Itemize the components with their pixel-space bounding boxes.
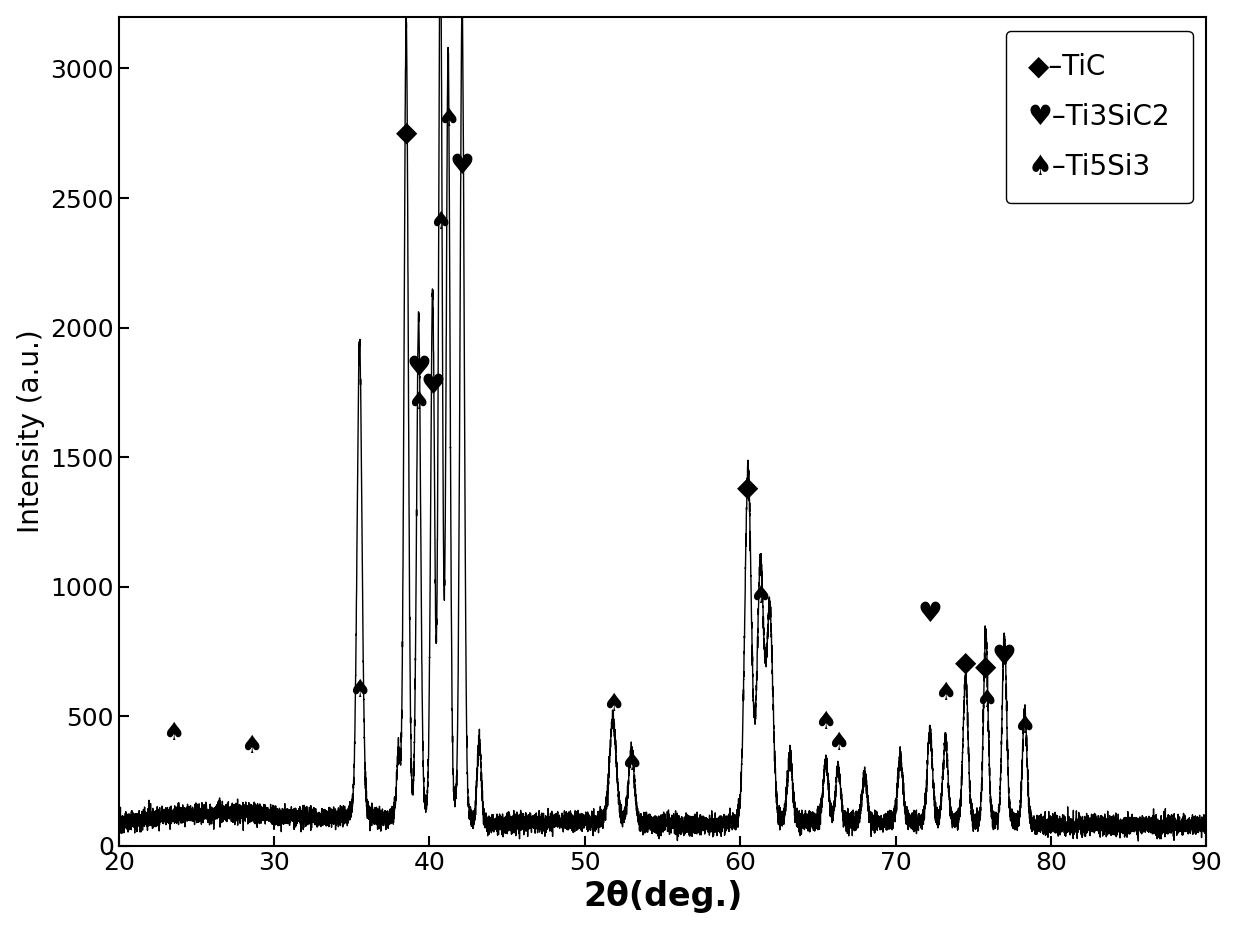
Legend: ◆–TiC, ♥–Ti3SiC2, ♠–Ti5Si3: ◆–TiC, ♥–Ti3SiC2, ♠–Ti5Si3: [1006, 31, 1193, 204]
Text: ♥: ♥: [406, 354, 431, 382]
Text: ♠: ♠: [408, 391, 430, 415]
Text: ♥: ♥: [420, 372, 445, 400]
Text: ♠: ♠: [814, 711, 836, 735]
Text: ♠: ♠: [162, 721, 185, 745]
X-axis label: 2θ(deg.): 2θ(deg.): [582, 881, 742, 913]
Text: ◆: ◆: [737, 473, 758, 501]
Text: ♠: ♠: [429, 210, 451, 234]
Text: ♠: ♠: [975, 688, 997, 712]
Text: ♥: ♥: [450, 152, 475, 179]
Text: ♠: ♠: [602, 692, 624, 716]
Text: ♠: ♠: [437, 107, 460, 131]
Y-axis label: Intensity (a.u.): Intensity (a.u.): [16, 329, 45, 533]
Text: ◆: ◆: [395, 118, 416, 146]
Text: ♥: ♥: [992, 643, 1017, 671]
Text: ♠: ♠: [750, 583, 772, 607]
Text: ♠: ♠: [239, 734, 261, 758]
Text: ◆: ◆: [975, 652, 996, 680]
Text: ♠: ♠: [348, 678, 370, 702]
Text: ♠: ♠: [621, 751, 643, 775]
Text: ◆: ◆: [955, 648, 976, 676]
Text: ♠: ♠: [1014, 714, 1036, 738]
Text: ♠: ♠: [934, 681, 957, 705]
Text: ♠: ♠: [826, 731, 850, 755]
Text: ♥: ♥: [917, 600, 943, 629]
